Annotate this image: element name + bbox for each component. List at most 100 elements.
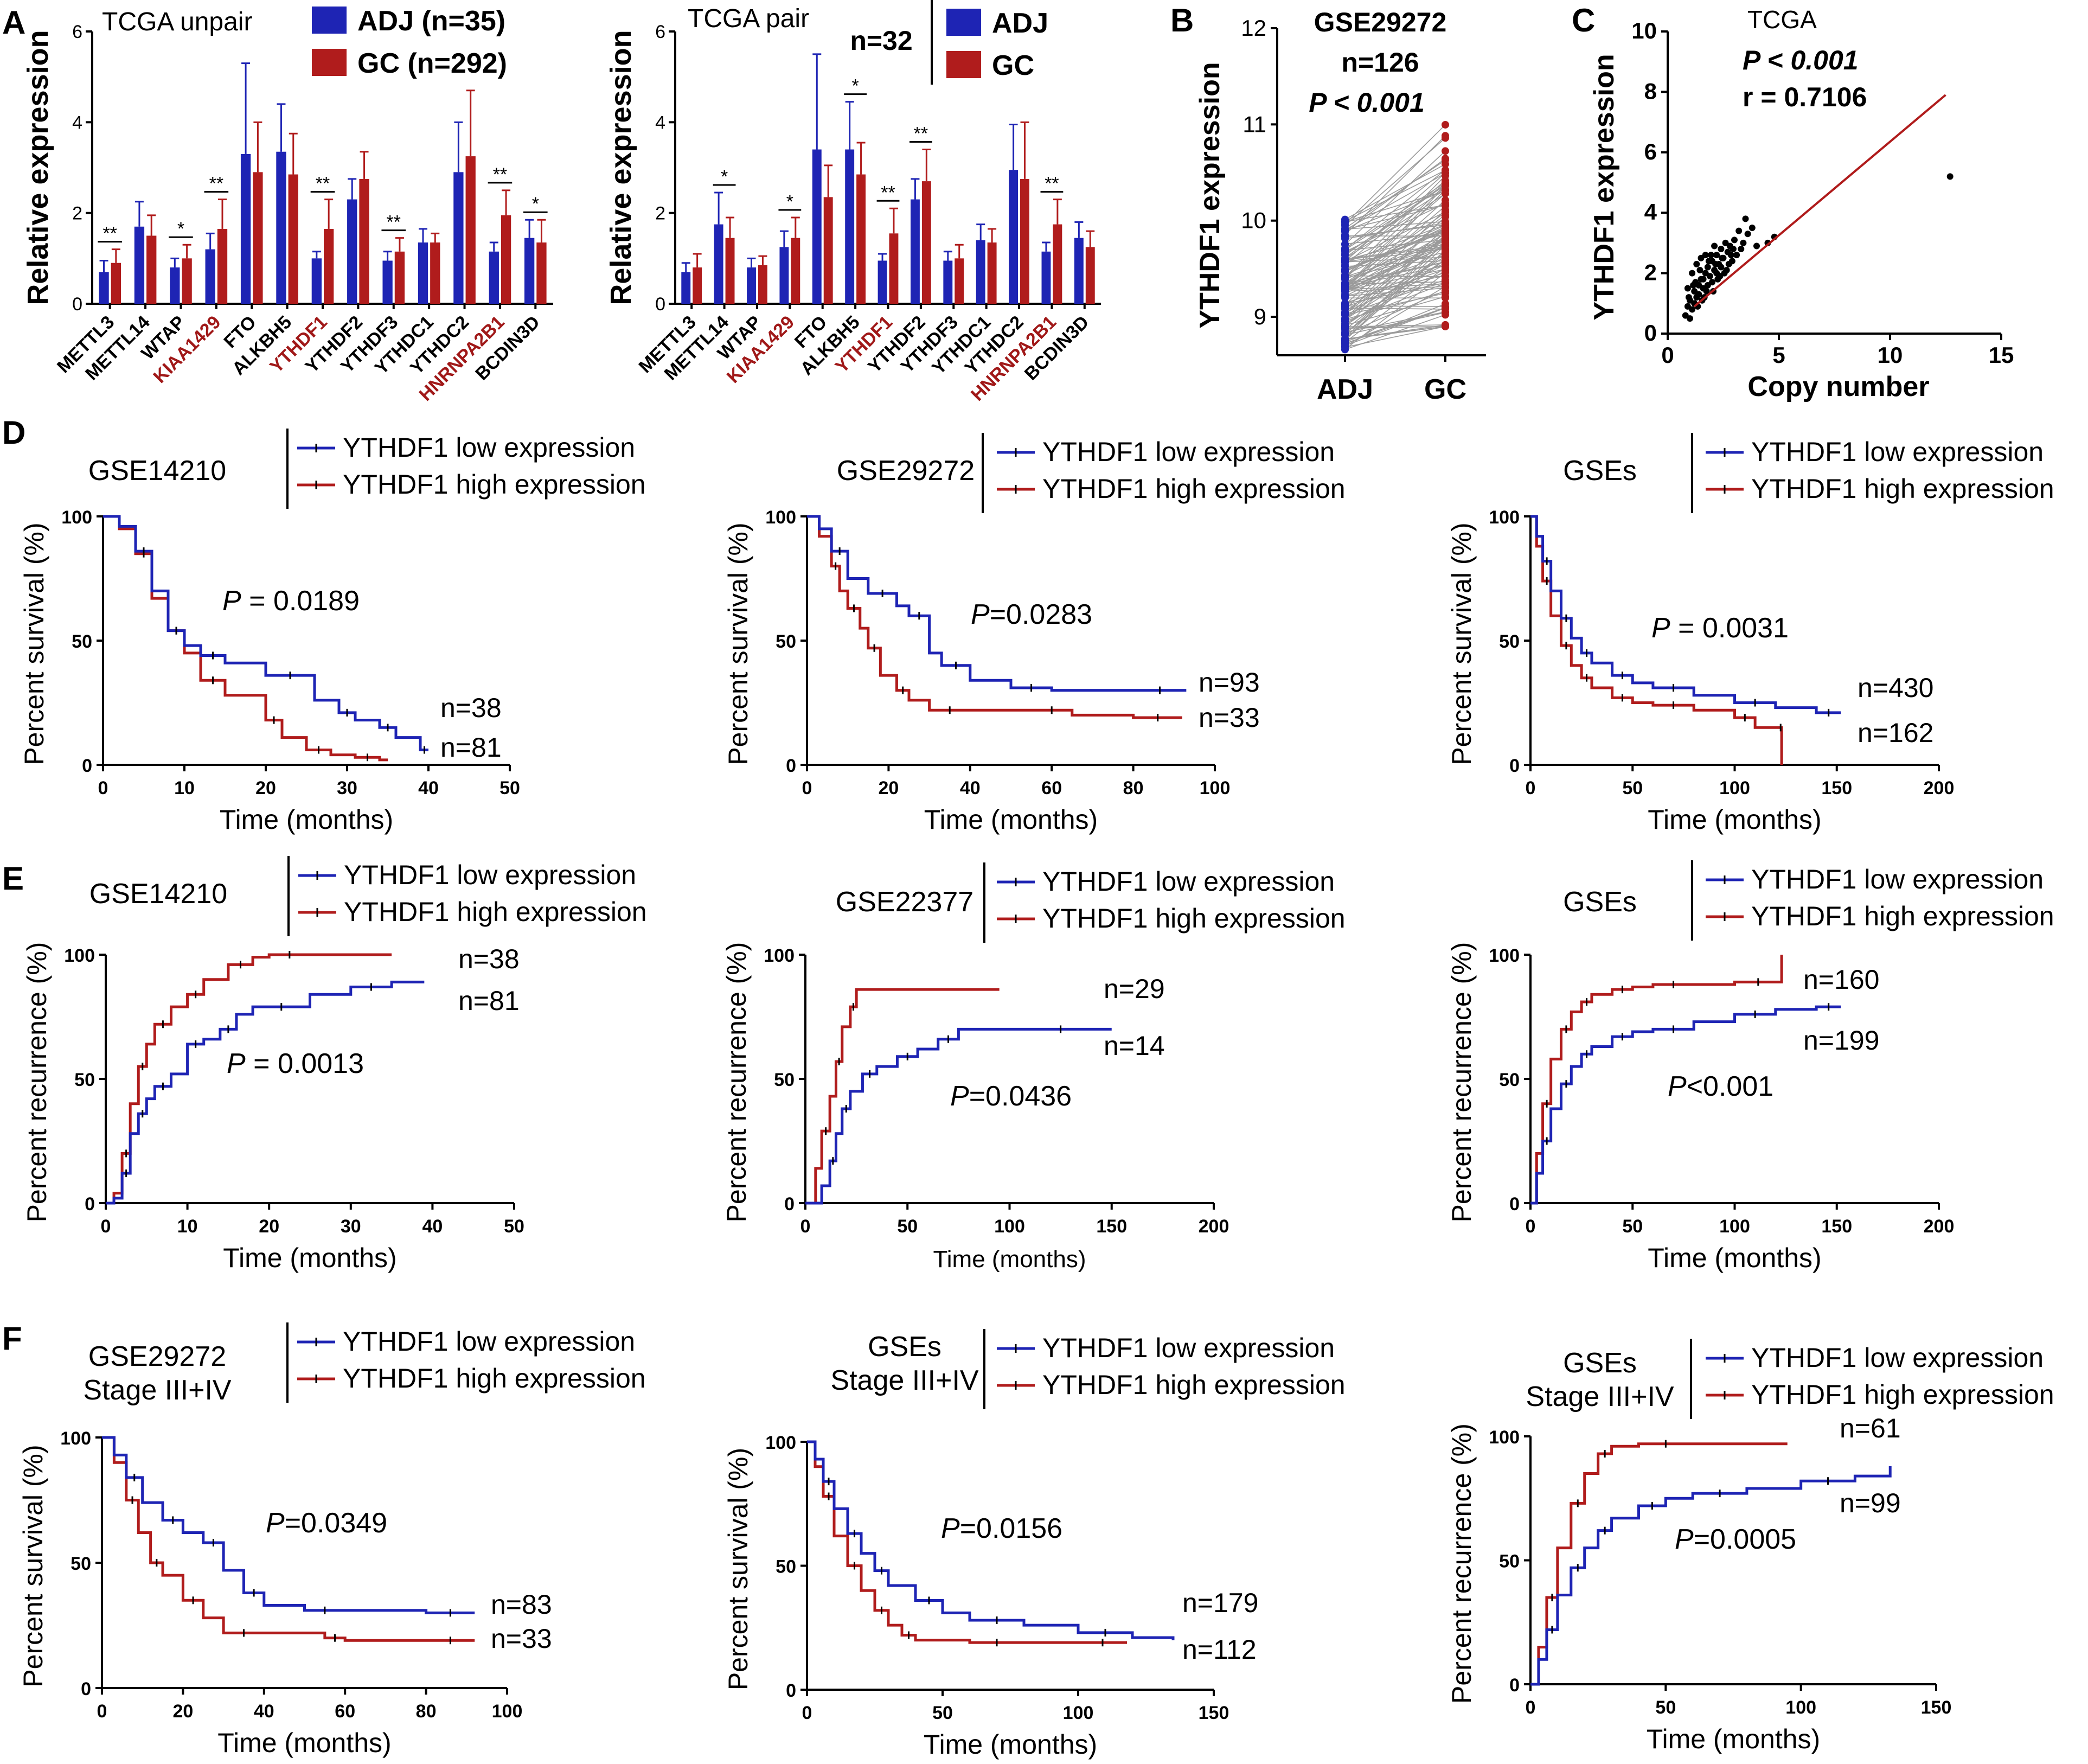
- paired-chart-B: 9101112YTHDF1 expressionADJ GCGSE29272n=1…: [1194, 7, 1486, 405]
- y-tick-label: 10: [1631, 18, 1657, 43]
- p-value-label: P=0.0349: [266, 1507, 387, 1539]
- x-tick-label: 0: [1526, 1697, 1536, 1718]
- adj-point: [1341, 330, 1349, 337]
- significance-label: **: [493, 164, 507, 185]
- scatter-point: [1695, 291, 1702, 298]
- y-tick-label: 50: [1499, 1070, 1520, 1090]
- km-chart-F2: 0 50 100 150050100Percent survival (%)Time …: [723, 1329, 1346, 1760]
- low-n-label: n=38: [440, 693, 502, 723]
- x-tick-label: 10: [1878, 342, 1903, 368]
- y-tick-label: 50: [72, 631, 92, 652]
- adj-point: [1341, 248, 1349, 255]
- adj-point: [1341, 338, 1349, 346]
- x-tick-label: 10: [174, 778, 195, 798]
- legend-swatch: [946, 51, 981, 78]
- y-tick-label: 6: [655, 22, 665, 42]
- bar-adj: [1074, 238, 1084, 304]
- p-value-label: P = 0.0031: [1651, 612, 1789, 644]
- x-tick-label: 0: [802, 1703, 812, 1723]
- x-tick-label: 100: [1200, 778, 1231, 798]
- bar-gc: [824, 197, 833, 304]
- y-axis-label: Percent survival (%): [723, 1448, 753, 1690]
- panel-letter-E: E: [2, 860, 24, 897]
- x-tick-label: 50: [897, 1216, 918, 1237]
- legend-label: YTHDF1 high expression: [1751, 474, 2054, 504]
- adj-point: [1341, 285, 1349, 293]
- y-tick-label: 0: [1509, 1194, 1520, 1215]
- x-tick-label: 60: [335, 1701, 355, 1722]
- chart-title: GSE22377: [836, 886, 973, 918]
- y-axis-label: Percent survival (%): [723, 522, 753, 765]
- scatter-point: [1705, 264, 1711, 270]
- y-tick-label: 50: [71, 1554, 91, 1574]
- legend-label: ADJ: [992, 8, 1048, 39]
- scatter-point: [1721, 270, 1728, 277]
- high-n-label: n=14: [1104, 1031, 1165, 1061]
- scatter-point: [1745, 231, 1751, 237]
- y-tick-label: 11: [1242, 111, 1266, 137]
- significance-label: **: [1045, 174, 1059, 194]
- y-tick-label: 12: [1241, 15, 1266, 41]
- bar-adj: [714, 225, 723, 304]
- x-axis-label: Time (months): [1648, 1243, 1821, 1273]
- y-axis-label: Relative expression: [605, 30, 637, 305]
- chart-title: GSEs: [868, 1331, 941, 1363]
- bar-adj: [779, 247, 789, 304]
- bar-gc: [693, 267, 702, 304]
- x-tick-label: 0: [98, 778, 108, 798]
- gc-point: [1442, 199, 1449, 207]
- scatter-point: [1733, 252, 1740, 258]
- gc-point: [1442, 218, 1449, 225]
- bar-chart-A1: 0246Relative expressionMETTL3METTL14WTAP…: [22, 5, 553, 405]
- high-n-label: n=81: [458, 986, 520, 1016]
- x-tick-label: 10: [177, 1216, 198, 1237]
- scatter-point: [1696, 267, 1703, 273]
- bar-gc: [217, 229, 227, 304]
- bar-adj: [312, 258, 322, 304]
- bar-adj: [170, 267, 180, 304]
- km-chart-F1: 0 20 40 60 80 100050100Percent survival (%)Ti…: [18, 1322, 646, 1758]
- low-n-label: n=38: [458, 944, 520, 974]
- bar-gc: [466, 156, 476, 304]
- high-n-label: n=112: [1182, 1634, 1257, 1665]
- y-tick-label: 100: [765, 507, 796, 528]
- y-tick-label: 4: [72, 112, 82, 133]
- p-value-label: P < 0.001: [1743, 45, 1859, 75]
- low-n-label: n=199: [1803, 1025, 1879, 1056]
- y-tick-label: 6: [1644, 139, 1657, 164]
- y-axis-label: Percent survival (%): [1446, 522, 1477, 765]
- x-tick-label: 50: [932, 1703, 953, 1723]
- km-chart-D2: 0 20 40 60 80 100 0 50 100 Percent survival (%) Ti…: [723, 433, 1346, 835]
- y-tick-label: 50: [776, 1557, 796, 1577]
- significance-label: *: [532, 194, 539, 214]
- adj-point: [1341, 218, 1349, 225]
- category-label: GC: [1424, 374, 1466, 405]
- bar-gc: [324, 229, 334, 304]
- adj-point: [1341, 266, 1349, 273]
- bar-adj: [99, 272, 108, 304]
- scatter-point: [1708, 252, 1714, 258]
- gc-point: [1442, 182, 1449, 190]
- y-axis-label: Percent recurrence (%): [1446, 942, 1477, 1223]
- low-expression-curve: [1530, 1007, 1841, 1203]
- gc-point: [1442, 279, 1449, 286]
- bar-adj: [453, 172, 463, 304]
- km-chart-E3: 0 50 100 150 200050100Percent recurrence (%)…: [1446, 860, 2054, 1273]
- pair-line: [1345, 236, 1445, 237]
- high-expression-curve: [1530, 1444, 1788, 1684]
- low-n-label: n=93: [1199, 667, 1260, 698]
- legend-label: YTHDF1 low expression: [343, 1326, 635, 1357]
- y-tick-label: 0: [81, 1679, 91, 1699]
- n-label: n=126: [1341, 47, 1419, 78]
- scatter-point: [1726, 261, 1732, 267]
- legend-label: YTHDF1 high expression: [1042, 903, 1346, 934]
- scatter-point: [1687, 315, 1693, 322]
- y-tick-label: 9: [1254, 304, 1266, 329]
- bar-gc: [758, 265, 767, 304]
- gc-point: [1442, 264, 1449, 271]
- km-chart-E1: 0 10 20 30 40 50050100Percent recurrence (%)T…: [22, 856, 647, 1273]
- scatter-point: [1711, 242, 1718, 249]
- scatter-point: [1730, 246, 1737, 252]
- legend-label: YTHDF1 high expression: [1042, 1370, 1346, 1400]
- legend-label: YTHDF1 low expression: [343, 432, 635, 463]
